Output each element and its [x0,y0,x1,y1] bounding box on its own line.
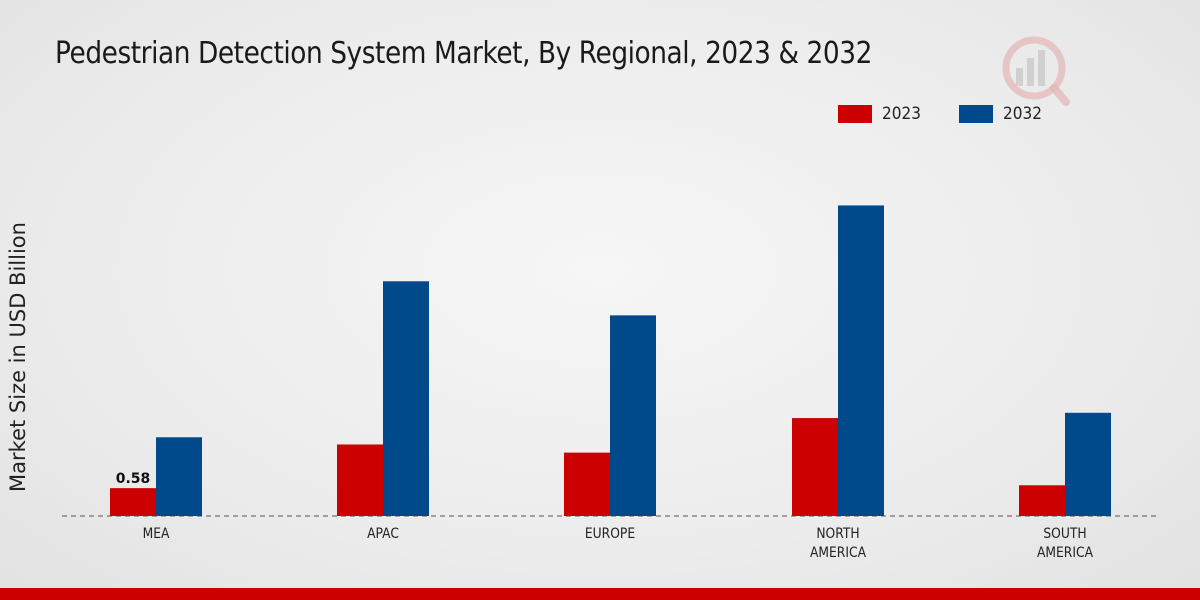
legend-item-2032: 2032 [959,104,1046,124]
x-tick-label-north-america: NORTH AMERICA [810,526,866,561]
chart-legend: 2023 2032 [838,104,1047,124]
chart-title: Pedestrian Detection System Market, By R… [55,36,872,71]
bar-2032-north-america [838,205,884,516]
bar-2032-apac [383,281,429,516]
bar-2023-south-america [1019,485,1065,516]
data-label-2023-mea: 0.58 [116,471,151,487]
x-tick-label-apac: APAC [367,526,399,542]
legend-item-2023: 2023 [838,104,925,124]
legend-swatch-2032 [959,105,994,123]
bar-2032-south-america [1065,412,1111,516]
bar-2023-apac [337,444,383,516]
footer-accent-bar [0,588,1200,600]
bar-2023-europe [564,452,610,516]
x-tick-label-europe: EUROPE [585,526,635,542]
x-tick-label-south-america: SOUTH AMERICA [1037,526,1093,561]
brand-logo-icon [1002,36,1070,106]
bar-2023-mea [110,488,156,516]
bar-2023-north-america [792,418,838,516]
legend-swatch-2023 [838,105,872,123]
legend-label-2023: 2023 [882,104,921,124]
bar-2032-mea [156,437,202,516]
legend-label-2032: 2032 [1003,104,1043,124]
x-tick-label-mea: MEA [143,526,170,542]
bar-2032-europe [610,315,656,516]
